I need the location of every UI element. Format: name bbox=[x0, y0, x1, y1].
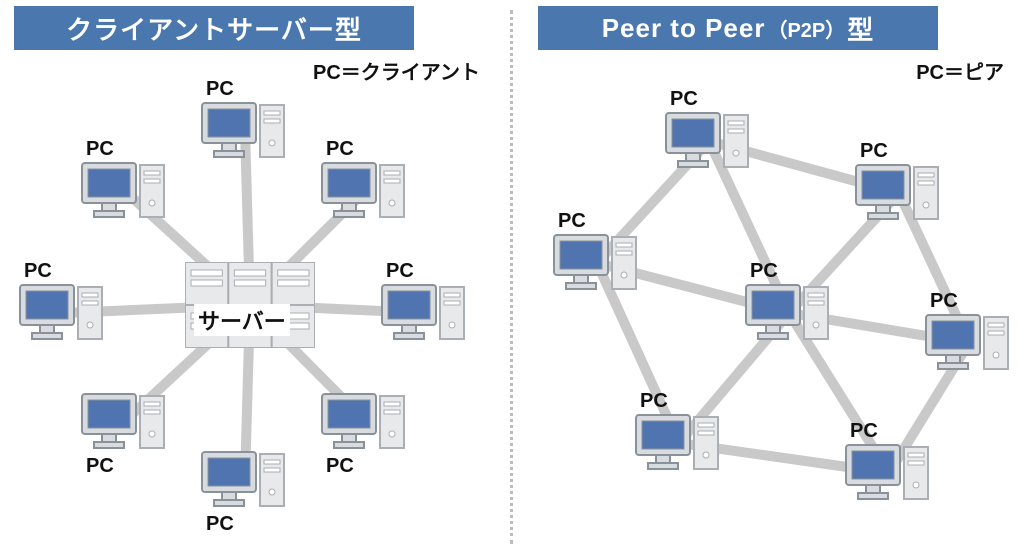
pc-icon bbox=[320, 390, 410, 457]
pc-label: PC bbox=[850, 420, 934, 443]
pc-node: PC bbox=[200, 448, 290, 534]
p2p-stage: PC PC PC bbox=[524, 70, 1024, 554]
pc-icon bbox=[552, 231, 642, 298]
pc-label: PC bbox=[930, 290, 1014, 313]
p2p-title-sub: （P2P） bbox=[767, 14, 845, 43]
cs-title-bar: クライアントサーバー型 bbox=[14, 6, 414, 50]
pc-node: PC bbox=[80, 390, 170, 476]
pc-node: PC bbox=[634, 390, 724, 478]
cs-title-text: クライアントサーバー型 bbox=[66, 10, 362, 47]
pc-node: PC bbox=[320, 390, 410, 476]
pc-node: PC bbox=[200, 78, 290, 166]
pc-label: PC bbox=[640, 390, 724, 413]
pc-node: PC bbox=[552, 210, 642, 298]
pc-icon bbox=[854, 161, 944, 228]
pc-label: PC bbox=[86, 138, 170, 161]
pc-label: PC bbox=[750, 260, 834, 283]
pc-node: PC bbox=[924, 290, 1014, 378]
p2p-title-main: Peer to Peer bbox=[602, 13, 766, 44]
pc-label: PC bbox=[326, 455, 410, 478]
pc-icon bbox=[200, 99, 290, 166]
pc-icon bbox=[744, 281, 834, 348]
pc-icon bbox=[18, 281, 108, 348]
pc-label: PC bbox=[326, 138, 410, 161]
pc-icon bbox=[380, 281, 470, 348]
cs-stage: PC PC PC bbox=[0, 70, 500, 554]
pc-node: PC bbox=[18, 260, 108, 348]
pc-label: PC bbox=[86, 455, 170, 478]
pc-label: PC bbox=[670, 88, 754, 111]
pc-label: PC bbox=[206, 78, 290, 101]
pc-icon bbox=[320, 159, 410, 226]
pc-node: PC bbox=[80, 138, 170, 226]
pc-node: PC bbox=[844, 420, 934, 508]
pc-label: PC bbox=[386, 260, 470, 283]
p2p-panel: Peer to Peer （P2P） 型 PC＝ピア PC PC PC bbox=[524, 0, 1024, 554]
pc-icon bbox=[80, 390, 170, 457]
pc-label: PC bbox=[860, 140, 944, 163]
client-server-panel: クライアントサーバー型 PC＝クライアント PC PC PC bbox=[0, 0, 500, 554]
pc-node: PC bbox=[320, 138, 410, 226]
pc-icon bbox=[924, 311, 1014, 378]
pc-label: PC bbox=[558, 210, 642, 233]
pc-node: PC bbox=[854, 140, 944, 228]
pc-node: PC bbox=[664, 88, 754, 176]
pc-icon bbox=[200, 448, 290, 515]
p2p-title-bar: Peer to Peer （P2P） 型 bbox=[538, 6, 938, 50]
pc-node: PC bbox=[744, 260, 834, 348]
pc-icon bbox=[844, 441, 934, 508]
pc-label: PC bbox=[24, 260, 108, 283]
pc-icon bbox=[664, 109, 754, 176]
p2p-title-tail: 型 bbox=[847, 10, 874, 47]
pc-icon bbox=[634, 411, 724, 478]
pc-icon bbox=[80, 159, 170, 226]
panel-divider bbox=[510, 10, 513, 544]
server-label: サーバー bbox=[194, 304, 290, 336]
pc-node: PC bbox=[380, 260, 470, 348]
pc-label: PC bbox=[206, 513, 290, 536]
